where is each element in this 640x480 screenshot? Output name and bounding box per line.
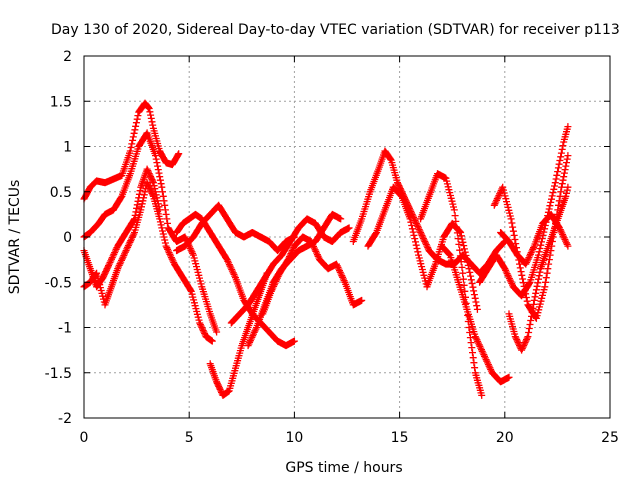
series-track-1 [80, 99, 183, 203]
marker-points [173, 201, 298, 255]
x-tick-labels: 0 5 10 15 20 25 [80, 430, 619, 446]
series-track-6 [173, 201, 298, 255]
series-track-13 [417, 170, 486, 399]
series-track-10 [259, 233, 366, 318]
marker-points [505, 183, 572, 354]
marker-points [227, 215, 353, 327]
x-tick-label: 15 [391, 430, 409, 446]
y-tick-label: 1 [63, 140, 72, 156]
series-track-12 [364, 183, 481, 313]
marker-points [173, 210, 298, 350]
marker-points [497, 210, 572, 268]
series-track-8 [227, 215, 353, 327]
marker-points [476, 123, 572, 300]
y-tick-label: -0.5 [45, 275, 72, 291]
series-track-17 [505, 183, 572, 354]
series-track-7 [206, 269, 271, 399]
marker-points [349, 147, 509, 277]
y-axis-title: SDTVAR / TECUs [7, 180, 23, 295]
x-tick-label: 10 [285, 430, 303, 446]
x-tick-label: 25 [601, 430, 619, 446]
y-tick-label: 2 [63, 49, 72, 65]
series-track-5 [173, 210, 298, 350]
x-axis-title: GPS time / hours [285, 460, 402, 476]
chart-title: Day 130 of 2020, Sidereal Day-to-day VTE… [51, 22, 620, 38]
series-track-18 [497, 210, 572, 268]
x-tick-label: 5 [185, 430, 194, 446]
series-track-15 [476, 123, 572, 300]
y-tick-label: 0 [63, 230, 72, 246]
x-tick-label: 20 [496, 430, 514, 446]
axis-ticks [83, 55, 611, 419]
marker-points [438, 242, 513, 386]
data-markers [80, 99, 572, 399]
series-track-14 [438, 242, 513, 386]
marker-points [80, 99, 183, 203]
marker-points [417, 170, 486, 399]
y-tick-label: 1.5 [50, 94, 72, 110]
series-track-11 [349, 147, 509, 277]
marker-points [364, 183, 481, 313]
x-tick-label: 0 [80, 430, 89, 446]
marker-points [259, 233, 366, 318]
y-tick-labels: -2 -1.5 -1 -0.5 0 0.5 1 1.5 2 [45, 49, 72, 427]
marker-points [206, 269, 271, 399]
y-tick-label: -2 [58, 411, 72, 427]
y-tick-label: -1.5 [45, 366, 72, 382]
y-tick-label: 0.5 [50, 185, 72, 201]
y-tick-label: -1 [58, 321, 72, 337]
